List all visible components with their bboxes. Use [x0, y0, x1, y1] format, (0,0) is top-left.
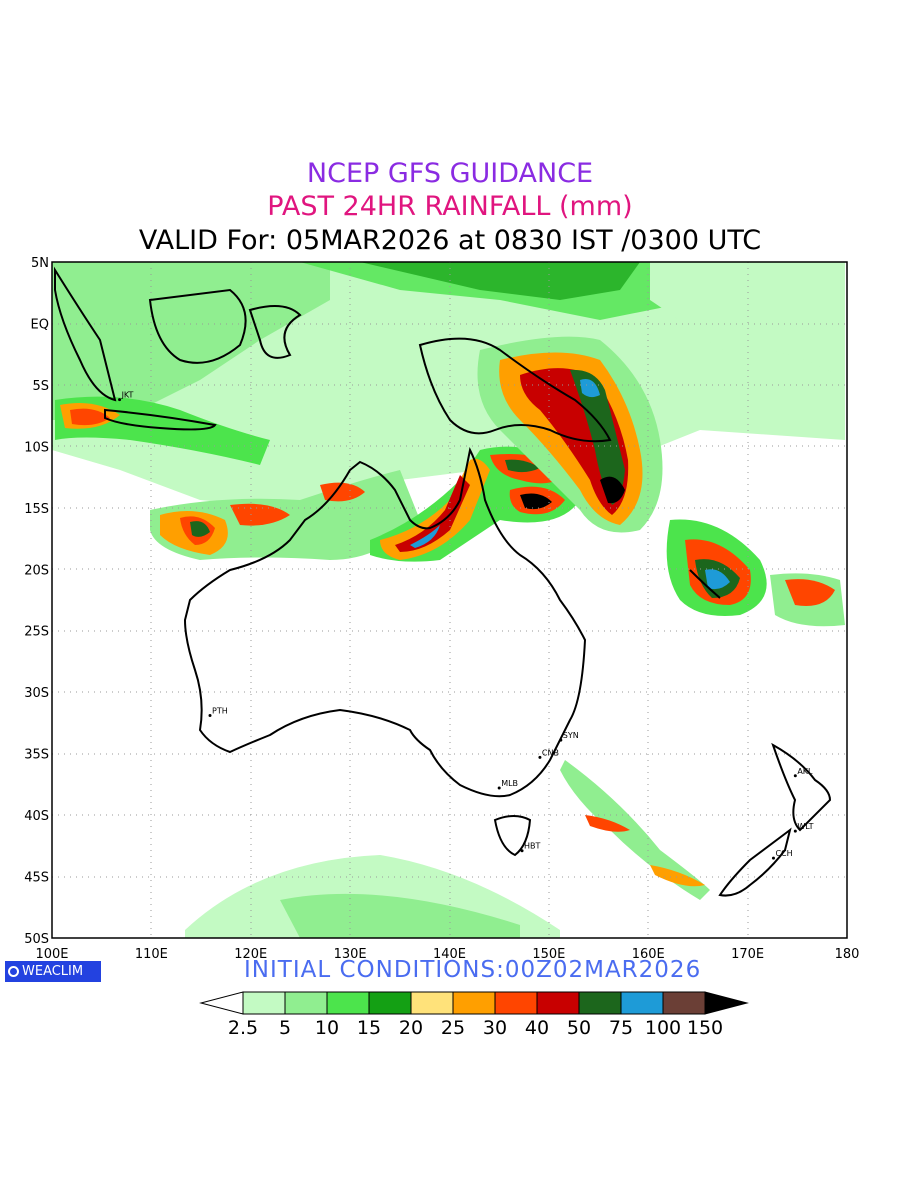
city-dot: [771, 856, 775, 860]
colorbar: 2.5 5 10 15 20 25 30 40 50 75 100 150: [199, 991, 749, 1039]
initial-conditions: INITIAL CONDITIONS:00Z02MAR2026: [244, 957, 702, 983]
x-tick-label: 160E: [632, 947, 665, 962]
y-tick-label: 30S: [24, 686, 49, 701]
y-tick-label: 5N: [31, 256, 49, 271]
coastlines: [54, 266, 832, 897]
title-valid-time: VALID For: 05MAR2026 at 0830 IST /0300 U…: [138, 225, 762, 256]
colorbar-level-label: 5: [279, 1017, 291, 1039]
colorbar-swatch: [368, 991, 412, 1015]
y-tick-label: 40S: [24, 809, 49, 824]
x-tick-label: 150E: [532, 947, 565, 962]
colorbar-level-label: 100: [645, 1017, 681, 1039]
colorbar-level-label: 40: [525, 1017, 549, 1039]
nz-north-coast: [771, 742, 832, 832]
colorbar-swatch: [242, 991, 286, 1015]
colorbar-level-label: 20: [399, 1017, 423, 1039]
colorbar-under-triangle: [199, 991, 244, 1015]
colorbar-swatch: [326, 991, 370, 1015]
x-tick-label: 140E: [433, 947, 466, 962]
y-tick-label: 45S: [24, 871, 49, 886]
city-dot: [118, 398, 122, 402]
city-dot: [208, 714, 212, 718]
x-tick-label: 120E: [234, 947, 267, 962]
city-label: HBT: [524, 842, 541, 851]
y-tick-label: 25S: [24, 625, 49, 640]
australia-coast: [183, 446, 587, 798]
colorbar-level-label: 10: [315, 1017, 339, 1039]
x-tick-label: 180: [835, 947, 860, 962]
city-label: CNB: [542, 748, 559, 757]
colorbar-swatch: [284, 991, 328, 1015]
x-tick-label: 110E: [135, 947, 168, 962]
colorbar-level-label: 50: [567, 1017, 591, 1039]
colorbar-swatch: [410, 991, 454, 1015]
java-coast: [104, 408, 217, 431]
y-tick-label: 20S: [24, 563, 49, 578]
city-dot: [793, 829, 797, 833]
title-variable: PAST 24HR RAINFALL (mm): [267, 191, 633, 222]
city-dot: [520, 849, 524, 853]
city-label: AKL: [797, 767, 813, 776]
y-tick-label: EQ: [31, 317, 49, 332]
city-label: JKT: [121, 391, 134, 400]
y-tick-label: 5S: [32, 379, 49, 394]
city-dot: [559, 738, 563, 742]
weaclim-logo: WEACLIM: [5, 961, 101, 982]
colorbar-swatch: [578, 991, 622, 1015]
sumatra-coast: [54, 266, 117, 402]
logo-ring-icon: [8, 966, 19, 977]
tasmania-coast: [493, 815, 532, 857]
y-tick-label: 50S: [24, 932, 49, 947]
colorbar-level-label: 15: [357, 1017, 381, 1039]
new-caledonia-coast: [689, 569, 721, 599]
colorbar-swatch: [536, 991, 580, 1015]
nz-south-coast: [718, 827, 792, 897]
city-dot: [793, 774, 797, 778]
x-tick-label: 130E: [334, 947, 367, 962]
y-tick-label: 10S: [24, 440, 49, 455]
colorbar-level-label: 30: [483, 1017, 507, 1039]
sulawesi-coast: [248, 305, 302, 359]
colorbar-level-label: 25: [441, 1017, 465, 1039]
colorbar-level-label: 75: [609, 1017, 633, 1039]
x-tick-label: 100E: [35, 947, 68, 962]
graticule: [52, 262, 847, 938]
colorbar-swatch: [620, 991, 664, 1015]
city-label: SYN: [563, 731, 579, 740]
y-tick-label: 15S: [24, 502, 49, 517]
city-dot: [538, 755, 542, 759]
colorbar-swatch: [452, 991, 496, 1015]
colorbar-swatch: [494, 991, 538, 1015]
colorbar-level-label: 2.5: [228, 1017, 258, 1039]
logo-text: WEACLIM: [22, 964, 84, 979]
city-label: MLB: [501, 779, 518, 788]
city-dot: [497, 786, 501, 790]
new-guinea-coast: [418, 337, 612, 443]
colorbar-swatch: [662, 991, 706, 1015]
title-model: NCEP GFS GUIDANCE: [306, 158, 594, 189]
borneo-coast: [148, 288, 247, 364]
x-tick-label: 170E: [731, 947, 764, 962]
axis-ticks: 100E 110E 120E 130E 140E 150E 160E 170E 180 5N EQ 5…: [24, 256, 859, 962]
city-label: CCH: [775, 849, 792, 858]
city-markers: PTH SYN CNB MLB HBT CCH WLT AKL JKT: [118, 391, 814, 860]
colorbar-level-label: 150: [687, 1017, 723, 1039]
map-frame: [51, 261, 848, 939]
y-tick-label: 35S: [24, 748, 49, 763]
city-label: WLT: [797, 822, 813, 831]
city-label: PTH: [212, 707, 228, 716]
colorbar-over-triangle: [704, 991, 749, 1015]
